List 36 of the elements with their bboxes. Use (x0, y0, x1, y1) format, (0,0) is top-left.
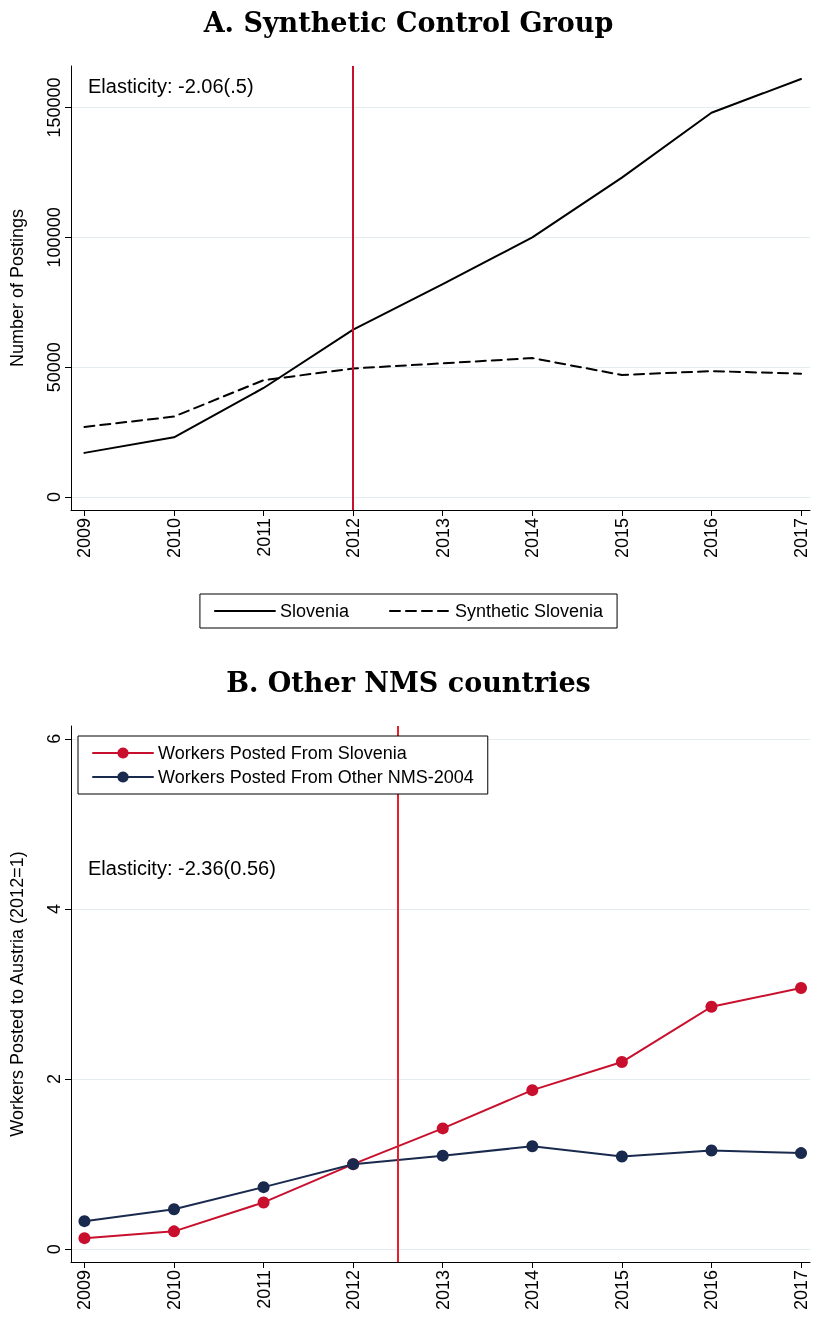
x-tick-label: 2012 (343, 518, 364, 559)
x-tick-label: 2017 (791, 518, 812, 559)
chart-title: B. Other NMS countries (226, 667, 591, 698)
y-tick-label: 50000 (44, 342, 64, 393)
x-tick-label: 2016 (701, 1270, 722, 1311)
chart-title: A. Synthetic Control Group (202, 7, 614, 38)
x-tick-label: 2016 (701, 518, 722, 559)
x-tick-label: 2009 (74, 518, 95, 559)
x-tick-label: 2012 (343, 1270, 364, 1311)
x-tick-label: 2011 (253, 1270, 274, 1309)
y-tick-label: 150000 (44, 77, 64, 138)
x-tick-label: 2015 (611, 518, 632, 559)
y-tick-label: 100000 (44, 207, 64, 268)
x-tick-label: 2014 (522, 1270, 543, 1311)
x-tick-label: 2010 (164, 1270, 185, 1311)
x-tick-label: 2009 (74, 1270, 95, 1311)
x-tick-label: 2014 (522, 518, 543, 559)
x-tick-label: 2010 (164, 518, 185, 559)
y-tick-label: 0 (44, 492, 64, 503)
x-tick-label: 2013 (432, 518, 453, 559)
legend-label: Workers Posted From Other NMS-2004 (158, 767, 474, 787)
y-tick-label: 0 (44, 1244, 64, 1255)
legend-label: Slovenia (279, 601, 350, 621)
x-tick-label: 2015 (611, 1270, 632, 1311)
y-axis-title: Workers Posted to Austria (2012=1) (7, 851, 27, 1137)
y-tick-label: 6 (44, 733, 64, 744)
x-tick-label: 2011 (253, 518, 274, 557)
y-tick-label: 4 (44, 903, 64, 914)
x-tick-label: 2013 (432, 1270, 453, 1311)
y-tick-label: 2 (44, 1074, 64, 1085)
y-axis-title: Number of Postings (7, 208, 27, 368)
legend-label: Workers Posted From Slovenia (158, 743, 408, 763)
annotation: Elasticity: -2.36(0.56) (88, 857, 276, 879)
x-tick-label: 2017 (791, 1270, 812, 1311)
legend-label: Synthetic Slovenia (454, 601, 605, 621)
annotation: Elasticity: -2.06(.5) (88, 75, 254, 97)
